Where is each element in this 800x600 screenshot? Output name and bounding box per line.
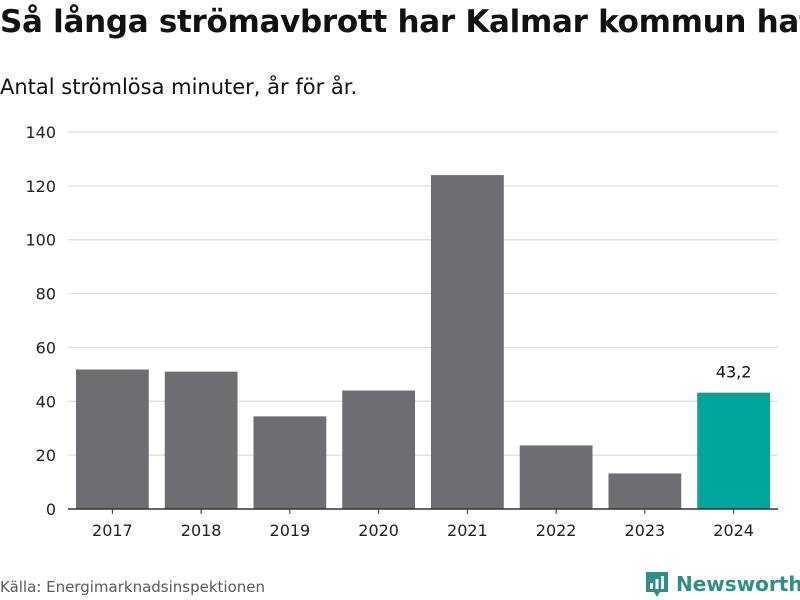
x-tick-label: 2023: [625, 521, 666, 540]
y-tick-label: 0: [46, 500, 56, 519]
bar: [75, 369, 149, 509]
x-tick-label: 2019: [270, 521, 311, 540]
bar: [430, 175, 504, 509]
x-tick-label: 2024: [713, 521, 754, 540]
source-note: Källa: Energimarknadsinspektionen: [0, 578, 266, 596]
x-tick-label: 2022: [536, 521, 577, 540]
bar: [253, 416, 327, 509]
y-tick-label: 120: [25, 177, 56, 196]
y-tick-label: 60: [36, 338, 56, 357]
bar-chart: 0 20 40 60 80 100 120 140 2017 2018 2019 2020 2021 20…: [25, 123, 778, 540]
bar: [164, 371, 238, 509]
chart-title: Så långa strömavbrott har Kalmar kommun …: [0, 4, 800, 40]
x-tick-label: 2021: [447, 521, 488, 540]
bar: [608, 473, 682, 509]
y-tick-label: 80: [36, 285, 56, 304]
y-tick-label: 140: [25, 123, 56, 142]
y-tick-label: 20: [36, 446, 56, 465]
data-label: 43,2: [716, 363, 752, 382]
chart-subtitle: Antal strömlösa minuter, år för år.: [0, 75, 358, 99]
bar: [697, 392, 771, 509]
x-tick-label: 2017: [92, 521, 133, 540]
y-tick-label: 40: [36, 392, 56, 411]
y-tick-label: 100: [25, 231, 56, 250]
bar: [342, 390, 416, 509]
brand[interactable]: Newsworthy: [644, 570, 800, 598]
x-tick-label: 2018: [181, 521, 222, 540]
bar: [519, 445, 593, 509]
newsworthy-logo-icon: [646, 572, 668, 597]
brand-name: Newsworthy: [676, 572, 800, 596]
x-tick-label: 2020: [358, 521, 399, 540]
